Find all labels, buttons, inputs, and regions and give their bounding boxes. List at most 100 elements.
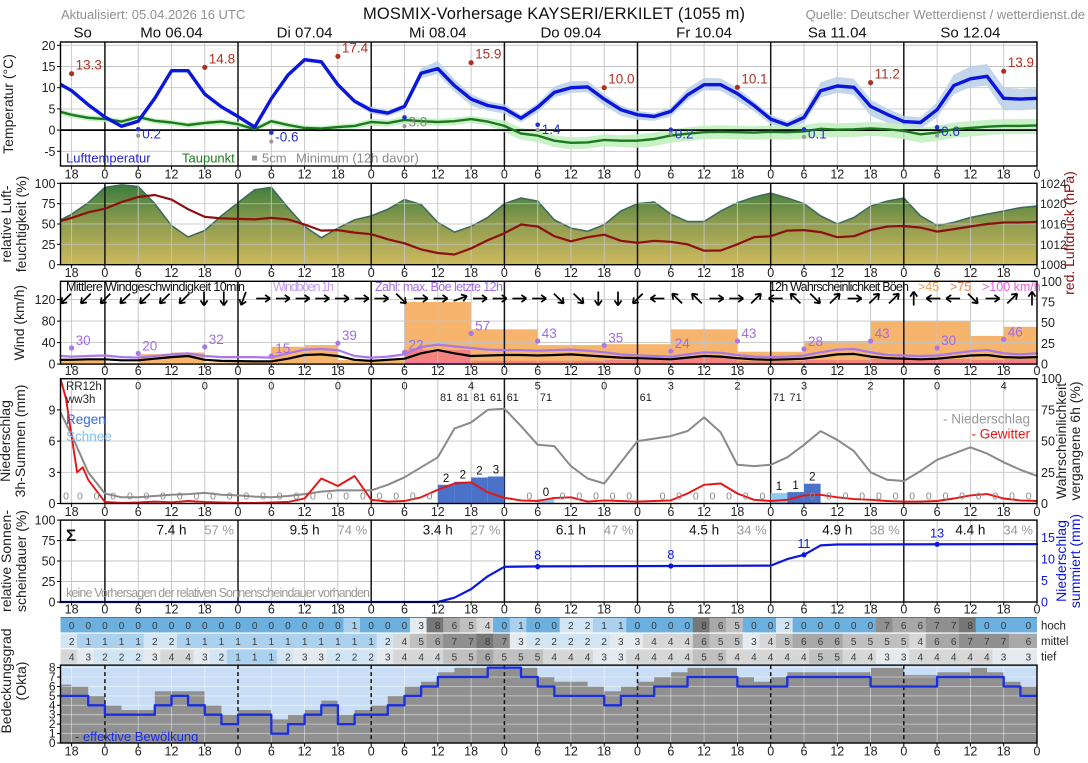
svg-text:2: 2: [49, 717, 56, 731]
svg-text:- Niederschlag: - Niederschlag: [943, 412, 1030, 427]
svg-text:-0.6: -0.6: [275, 130, 298, 145]
svg-text:0.1: 0.1: [808, 126, 827, 141]
svg-text:0: 0: [135, 621, 141, 632]
svg-text:6: 6: [135, 167, 142, 181]
svg-text:0: 0: [268, 381, 274, 393]
svg-text:47 %: 47 %: [604, 523, 634, 538]
svg-text:10.0: 10.0: [608, 72, 634, 87]
svg-text:8: 8: [667, 548, 674, 562]
svg-text:1: 1: [269, 637, 275, 648]
svg-text:24: 24: [675, 336, 691, 351]
svg-text:6: 6: [534, 602, 541, 616]
svg-text:0: 0: [900, 167, 907, 181]
svg-text:18: 18: [198, 744, 212, 758]
svg-text:12: 12: [564, 744, 578, 758]
svg-text:3: 3: [1026, 653, 1032, 664]
svg-text:18: 18: [597, 744, 611, 758]
svg-text:12: 12: [298, 266, 312, 280]
svg-text:5: 5: [884, 637, 890, 648]
svg-text:0: 0: [1034, 744, 1041, 758]
svg-text:6: 6: [934, 167, 941, 181]
svg-text:18: 18: [997, 602, 1011, 616]
svg-text:0: 0: [368, 602, 375, 616]
svg-text:0: 0: [976, 491, 982, 503]
svg-text:6: 6: [934, 505, 941, 519]
svg-text:18: 18: [730, 505, 744, 519]
svg-text:0: 0: [368, 266, 375, 280]
svg-text:12: 12: [830, 364, 844, 378]
svg-text:4: 4: [485, 621, 491, 632]
svg-text:6: 6: [534, 505, 541, 519]
svg-text:71: 71: [789, 392, 801, 404]
svg-text:4: 4: [402, 653, 408, 664]
svg-text:0: 0: [693, 491, 699, 503]
svg-text:MOSMIX-Vorhersage KAYSERI/ERKI: MOSMIX-Vorhersage KAYSERI/ERKILET (1055 …: [363, 5, 745, 23]
svg-text:0: 0: [501, 364, 508, 378]
svg-text:6: 6: [718, 621, 724, 632]
svg-text:0: 0: [626, 491, 632, 503]
svg-text:3: 3: [901, 653, 907, 664]
svg-text:0: 0: [377, 491, 383, 503]
svg-text:7: 7: [49, 670, 56, 684]
svg-text:6: 6: [452, 621, 458, 632]
svg-text:4: 4: [918, 653, 924, 664]
svg-text:0: 0: [144, 491, 150, 503]
svg-text:7: 7: [951, 621, 957, 632]
svg-text:0: 0: [49, 358, 56, 372]
svg-text:0: 0: [900, 364, 907, 378]
svg-text:3: 3: [302, 653, 308, 664]
svg-text:0: 0: [818, 621, 824, 632]
svg-text:Mo 06.04: Mo 06.04: [140, 25, 203, 42]
svg-text:3: 3: [518, 637, 524, 648]
svg-text:5: 5: [701, 653, 707, 664]
svg-text:(Okta): (Okta): [13, 662, 29, 701]
svg-text:0: 0: [152, 621, 158, 632]
svg-text:4: 4: [685, 653, 691, 664]
svg-text:13.9: 13.9: [1008, 55, 1034, 70]
svg-text:relative Sonnen-: relative Sonnen-: [0, 510, 14, 612]
svg-text:50: 50: [42, 555, 56, 569]
svg-text:4: 4: [568, 653, 574, 664]
svg-text:0: 0: [767, 505, 774, 519]
svg-text:43: 43: [741, 326, 756, 341]
svg-text:0: 0: [335, 621, 341, 632]
svg-text:6: 6: [834, 637, 840, 648]
svg-text:12: 12: [697, 744, 711, 758]
svg-text:25: 25: [42, 575, 56, 589]
svg-text:4: 4: [69, 653, 75, 664]
svg-text:0: 0: [676, 491, 682, 503]
svg-text:0: 0: [69, 621, 75, 632]
svg-text:2: 2: [285, 653, 291, 664]
svg-text:12: 12: [165, 364, 179, 378]
svg-text:6: 6: [801, 505, 808, 519]
svg-text:6: 6: [918, 621, 924, 632]
svg-text:0: 0: [1034, 167, 1041, 181]
svg-text:3h-Summen (mm): 3h-Summen (mm): [12, 385, 28, 498]
svg-text:7: 7: [502, 637, 508, 648]
svg-text:5: 5: [535, 653, 541, 664]
svg-text:7: 7: [967, 637, 973, 648]
svg-text:6: 6: [135, 744, 142, 758]
svg-text:Mi 08.04: Mi 08.04: [409, 25, 467, 42]
svg-text:75: 75: [1041, 296, 1055, 310]
svg-text:0: 0: [1041, 497, 1048, 511]
svg-text:3: 3: [668, 381, 674, 393]
svg-text:18: 18: [730, 167, 744, 181]
svg-text:5: 5: [834, 653, 840, 664]
svg-text:15: 15: [1041, 531, 1055, 545]
svg-text:5: 5: [718, 653, 724, 664]
svg-text:Do 09.04: Do 09.04: [540, 25, 601, 42]
svg-text:0: 0: [368, 621, 374, 632]
svg-text:0: 0: [260, 491, 266, 503]
svg-text:0: 0: [185, 621, 191, 632]
svg-text:0: 0: [1026, 491, 1032, 503]
svg-text:Wind (km/h): Wind (km/h): [11, 285, 27, 360]
svg-text:0: 0: [360, 491, 366, 503]
svg-text:28: 28: [808, 334, 823, 349]
svg-text:18: 18: [331, 744, 345, 758]
svg-text:0: 0: [560, 491, 566, 503]
svg-text:0: 0: [1001, 621, 1007, 632]
svg-text:2: 2: [335, 653, 341, 664]
svg-text:75: 75: [1041, 403, 1055, 417]
svg-text:0: 0: [102, 621, 108, 632]
